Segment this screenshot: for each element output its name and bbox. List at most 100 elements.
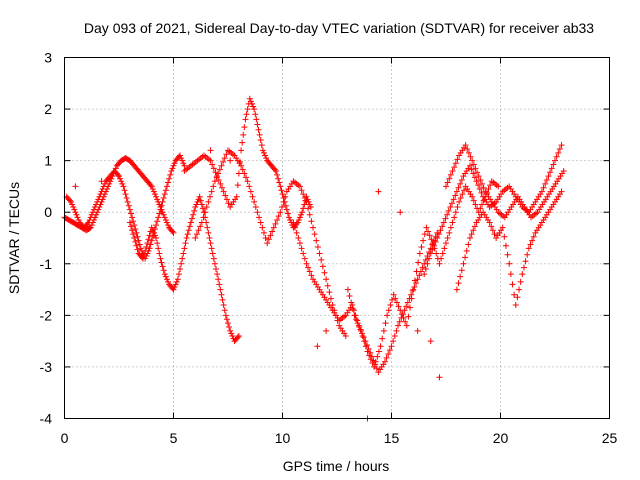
data-point bbox=[170, 229, 177, 236]
data-point bbox=[88, 222, 95, 229]
data-point bbox=[159, 263, 166, 270]
data-point bbox=[144, 240, 151, 247]
data-point bbox=[464, 146, 471, 153]
data-point bbox=[90, 206, 97, 213]
data-point bbox=[223, 316, 230, 323]
data-point bbox=[478, 201, 485, 208]
data-point bbox=[305, 205, 312, 212]
data-point bbox=[200, 214, 207, 221]
data-point bbox=[216, 166, 223, 173]
data-point bbox=[207, 240, 214, 247]
data-point bbox=[465, 241, 472, 248]
data-point bbox=[441, 245, 448, 252]
data-point bbox=[499, 224, 506, 231]
data-point bbox=[214, 271, 221, 278]
data-point bbox=[357, 327, 364, 334]
chart-title: Day 093 of 2021, Sidereal Day-to-day VTE… bbox=[84, 20, 594, 36]
y-tick-label: -3 bbox=[40, 359, 53, 375]
data-point bbox=[211, 260, 218, 267]
data-point bbox=[475, 173, 482, 180]
data-point bbox=[356, 323, 363, 330]
data-point bbox=[486, 219, 493, 226]
data-point bbox=[388, 343, 395, 350]
data-point bbox=[133, 229, 140, 236]
data-point bbox=[249, 193, 256, 200]
data-point bbox=[550, 161, 557, 168]
data-point bbox=[316, 250, 323, 257]
data-point bbox=[509, 281, 516, 288]
data-point bbox=[218, 291, 225, 298]
data-point bbox=[318, 256, 325, 263]
data-point bbox=[209, 161, 216, 168]
data-point bbox=[194, 198, 201, 205]
data-point bbox=[158, 202, 165, 209]
data-point bbox=[212, 169, 219, 176]
data-point bbox=[398, 311, 405, 318]
data-point bbox=[375, 188, 382, 195]
data-point bbox=[96, 193, 103, 200]
data-point bbox=[151, 232, 158, 239]
data-point bbox=[148, 224, 155, 231]
data-point bbox=[449, 219, 456, 226]
data-point bbox=[206, 235, 213, 241]
data-point bbox=[418, 244, 425, 251]
x-tick-label: 20 bbox=[493, 430, 509, 446]
data-point bbox=[131, 235, 138, 241]
data-point bbox=[420, 237, 427, 244]
data-point bbox=[443, 183, 449, 190]
data-point bbox=[219, 296, 226, 303]
plot-frame bbox=[64, 57, 610, 419]
data-point bbox=[215, 276, 222, 283]
data-point bbox=[390, 291, 397, 298]
x-tick-label: 25 bbox=[602, 430, 618, 446]
data-point bbox=[507, 271, 514, 278]
data-point bbox=[437, 227, 444, 234]
data-point bbox=[466, 162, 473, 169]
data-point bbox=[207, 147, 214, 154]
data-point bbox=[192, 235, 199, 241]
data-point bbox=[512, 302, 519, 309]
data-point bbox=[381, 358, 388, 365]
data-point bbox=[293, 220, 300, 227]
data-point bbox=[524, 251, 531, 258]
data-point bbox=[69, 201, 76, 208]
data-point bbox=[452, 209, 459, 216]
data-point bbox=[272, 220, 279, 227]
data-point bbox=[220, 302, 227, 309]
data-point bbox=[558, 142, 565, 149]
data-point bbox=[251, 198, 258, 205]
y-tick-labels: 3 2 1 0 -1 -2 -3 -4 bbox=[40, 50, 53, 427]
data-point bbox=[171, 283, 178, 290]
data-point bbox=[120, 183, 127, 190]
data-point bbox=[408, 295, 415, 302]
data-point bbox=[408, 291, 415, 298]
data-point bbox=[485, 186, 492, 193]
data-point bbox=[476, 186, 483, 193]
x-tick-label: 10 bbox=[275, 430, 291, 446]
data-point bbox=[168, 167, 175, 174]
data-point bbox=[193, 201, 200, 208]
data-point bbox=[349, 305, 356, 312]
data-point bbox=[136, 241, 143, 248]
data-point bbox=[403, 322, 410, 329]
x-tick-label: 0 bbox=[61, 430, 69, 446]
data-point bbox=[154, 240, 161, 247]
data-point bbox=[141, 251, 148, 258]
data-point bbox=[314, 343, 321, 350]
data-point bbox=[134, 246, 141, 253]
data-point bbox=[460, 260, 467, 267]
data-point bbox=[162, 273, 169, 280]
data-point bbox=[453, 188, 460, 195]
data-point bbox=[374, 353, 381, 360]
data-point bbox=[159, 198, 166, 205]
data-point bbox=[177, 265, 184, 272]
data-point bbox=[148, 237, 155, 244]
data-point bbox=[556, 146, 563, 153]
data-point bbox=[119, 180, 126, 187]
data-point bbox=[215, 170, 222, 177]
data-point bbox=[225, 200, 232, 207]
data-point bbox=[203, 204, 210, 211]
x-tick-label: 5 bbox=[170, 430, 178, 446]
data-point bbox=[84, 220, 91, 227]
data-point bbox=[468, 166, 475, 173]
